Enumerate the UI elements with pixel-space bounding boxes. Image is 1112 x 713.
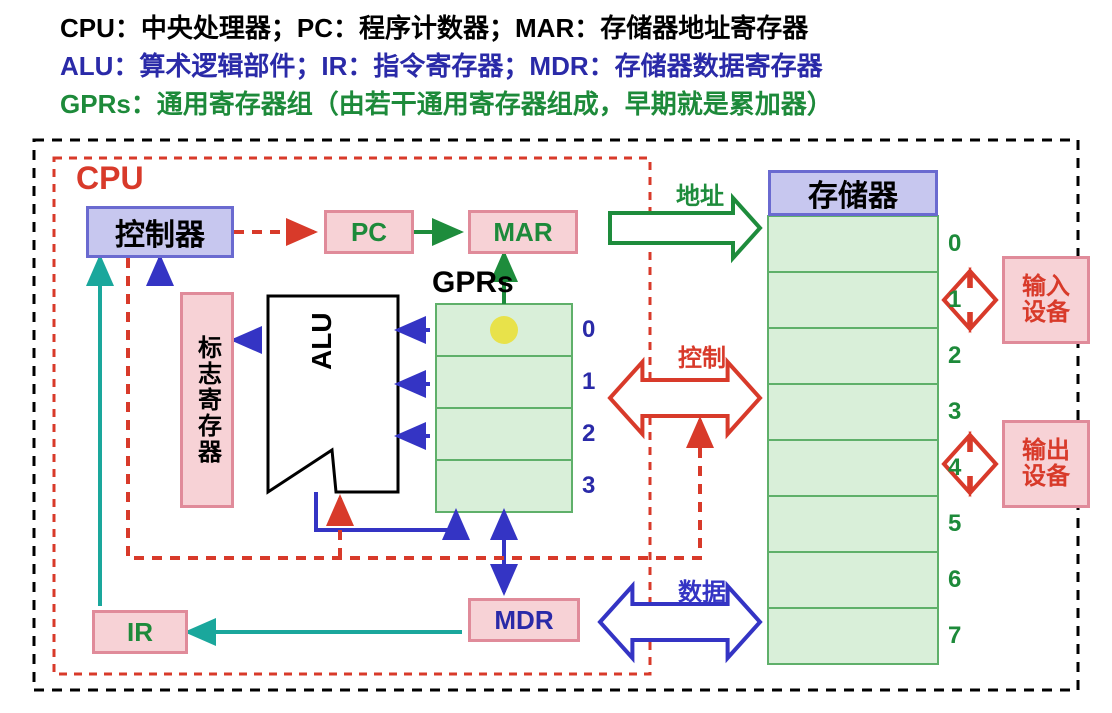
gpr-num-0: 0 xyxy=(582,316,595,344)
gpr-num-2: 2 xyxy=(582,420,595,448)
mem-num-4: 4 xyxy=(948,454,961,482)
memTitle: 存储器 xyxy=(768,170,938,216)
below-alu xyxy=(316,492,456,530)
mar: MAR xyxy=(468,210,578,254)
output: 输出设备 xyxy=(1002,420,1090,508)
mem-cell-4 xyxy=(768,440,938,496)
legend-line-2: GPRs：通用寄存器组（由若干通用寄存器组成，早期就是累加器） xyxy=(60,84,833,121)
mem-cell-3 xyxy=(768,384,938,440)
mdr: MDR xyxy=(468,598,580,642)
gpr-num-3: 3 xyxy=(582,472,595,500)
gpr-cell-3 xyxy=(436,460,572,512)
mem-num-3: 3 xyxy=(948,398,961,426)
mem-cell-1 xyxy=(768,272,938,328)
mem-num-5: 5 xyxy=(948,510,961,538)
gpr-cell-1 xyxy=(436,356,572,408)
mem-cell-2 xyxy=(768,328,938,384)
legend-line-0: CPU：中央处理器；PC：程序计数器；MAR：存储器地址寄存器 xyxy=(60,8,808,45)
flagReg: 标志寄存器 xyxy=(180,292,234,508)
cpu-frame-label: CPU xyxy=(76,160,144,197)
gprs-label: GPRs xyxy=(432,266,514,300)
gpr-cell-0 xyxy=(436,304,572,356)
mem-num-2: 2 xyxy=(948,342,961,370)
mem-cell-5 xyxy=(768,496,938,552)
mem-cell-6 xyxy=(768,552,938,608)
mem-num-6: 6 xyxy=(948,566,961,594)
controller: 控制器 xyxy=(86,206,234,258)
mem-cell-0 xyxy=(768,216,938,272)
data-arrow-label: 数据 xyxy=(678,572,726,607)
mem-num-7: 7 xyxy=(948,622,961,650)
alu-label: ALU xyxy=(306,312,338,370)
mem-cell-7 xyxy=(768,608,938,664)
addr-arrow-label: 地址 xyxy=(676,176,724,211)
input: 输入设备 xyxy=(1002,256,1090,344)
gpr-num-1: 1 xyxy=(582,368,595,396)
pc: PC xyxy=(324,210,414,254)
mem-num-0: 0 xyxy=(948,230,961,258)
mem-num-1: 1 xyxy=(948,286,961,314)
ir: IR xyxy=(92,610,188,654)
cursor-dot-icon xyxy=(490,316,518,344)
ctrl-arrow-label: 控制 xyxy=(678,338,726,373)
gpr-cell-2 xyxy=(436,408,572,460)
legend-line-1: ALU：算术逻辑部件；IR：指令寄存器；MDR：存储器数据寄存器 xyxy=(60,46,823,83)
